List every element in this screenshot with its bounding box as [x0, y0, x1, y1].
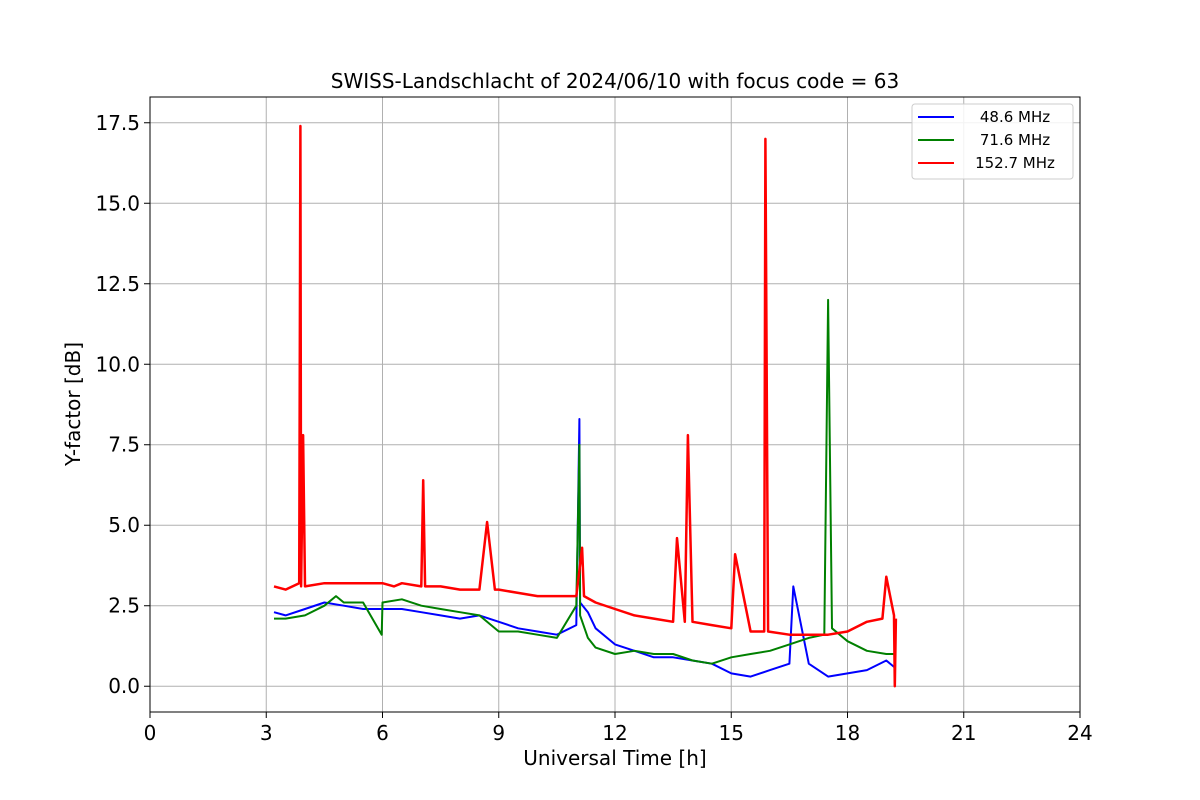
x-tick-label: 18 [835, 721, 860, 745]
y-tick-label: 7.5 [108, 433, 140, 457]
series-line-2 [274, 298, 894, 665]
x-tick-label: 24 [1067, 721, 1092, 745]
plot-area [273, 124, 898, 688]
y-axis-label: Y-factor [dB] [61, 342, 85, 467]
x-tick-label: 6 [376, 721, 389, 745]
x-tick-label: 12 [602, 721, 627, 745]
y-tick-label: 12.5 [95, 272, 140, 296]
grid [149, 97, 1081, 712]
y-tick-label: 17.5 [95, 111, 140, 135]
series-line-3 [273, 124, 898, 688]
x-tick-label: 0 [144, 721, 157, 745]
legend: 48.6 MHz 71.6 MHz 152.7 MHz [911, 103, 1074, 180]
x-axis-label: Universal Time [h] [523, 746, 706, 770]
series-line-1 [273, 418, 895, 678]
x-tick-label: 3 [260, 721, 273, 745]
x-tick-label: 21 [951, 721, 976, 745]
y-tick-label: 5.0 [108, 513, 140, 537]
x-axis: 0 3 6 9 12 15 18 21 24 [144, 712, 1093, 745]
y-tick-label: 10.0 [95, 352, 140, 376]
legend-label: 152.7 MHz [975, 154, 1055, 172]
x-tick-label: 15 [719, 721, 744, 745]
y-tick-label: 2.5 [108, 594, 140, 618]
legend-label: 71.6 MHz [980, 131, 1050, 149]
y-tick-label: 15.0 [95, 191, 140, 215]
chart-title: SWISS-Landschlacht of 2024/06/10 with fo… [331, 69, 899, 93]
x-tick-label: 9 [492, 721, 505, 745]
y-axis: 0.0 2.5 5.0 7.5 10.0 12.5 15.0 17.5 [95, 111, 150, 698]
legend-box [911, 103, 1074, 180]
y-tick-label: 0.0 [108, 674, 140, 698]
legend-label: 48.6 MHz [980, 108, 1050, 126]
